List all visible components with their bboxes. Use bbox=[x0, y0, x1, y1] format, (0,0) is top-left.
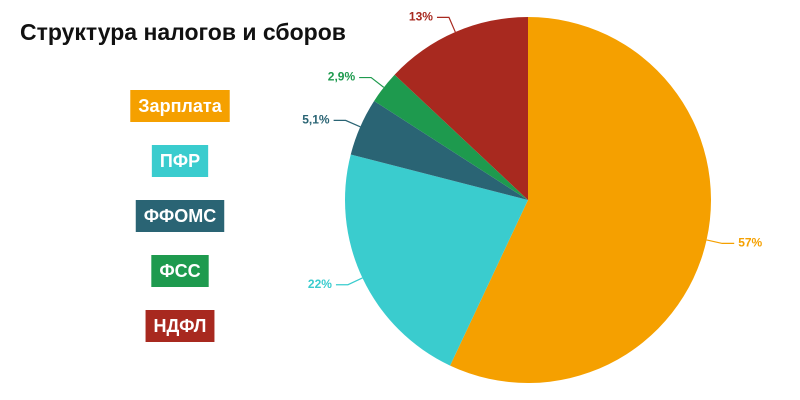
chart-title: Структура налогов и сборов bbox=[20, 19, 346, 45]
legend-swatch bbox=[151, 145, 209, 177]
pie-slice bbox=[374, 74, 528, 200]
value-label: 22% bbox=[308, 277, 332, 291]
leader-line bbox=[706, 239, 735, 245]
legend-swatch bbox=[151, 255, 209, 287]
value-label: 2,9% bbox=[328, 70, 356, 84]
pie-slice bbox=[344, 154, 528, 366]
legend-swatch bbox=[135, 200, 225, 232]
legend-swatch bbox=[130, 90, 230, 122]
leader-line bbox=[335, 277, 363, 286]
legend-text: ФФОМС bbox=[144, 206, 216, 226]
value-label: 5,1% bbox=[302, 113, 330, 127]
leader-line bbox=[436, 16, 456, 33]
legend-text: ФСС bbox=[159, 261, 200, 281]
legend-swatch bbox=[145, 310, 215, 342]
value-label: 57% bbox=[738, 236, 762, 250]
pie-slice bbox=[450, 17, 712, 383]
pie-slice bbox=[394, 17, 528, 200]
leader-line bbox=[359, 76, 385, 88]
pie-slice bbox=[350, 100, 528, 200]
legend-text: НДФЛ bbox=[154, 316, 207, 336]
legend-text: ПФР bbox=[160, 151, 200, 171]
leader-line bbox=[333, 119, 361, 128]
value-label: 13% bbox=[409, 10, 433, 24]
legend-text: Зарплата bbox=[138, 96, 222, 116]
